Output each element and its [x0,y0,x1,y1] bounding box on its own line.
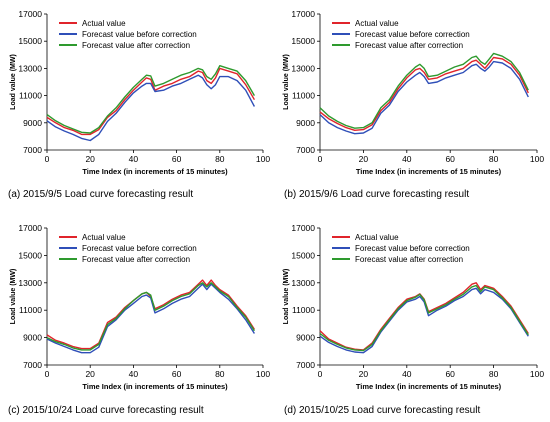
y-tick-label: 7000 [23,360,42,370]
y-tick-label: 17000 [291,9,315,19]
y-axis-title: Load value (MW) [10,54,17,110]
x-tick-label: 80 [215,154,225,164]
series-line-after-correction [46,65,256,134]
x-tick-label: 20 [359,369,369,379]
series-line-actual [46,279,255,350]
y-axis-title: Load value (MW) [10,269,17,325]
y-tick-label: 11000 [292,305,315,315]
y-tick-label: 15000 [291,250,315,260]
legend-label: Forecast value before correction [82,244,197,253]
x-tick-label: 80 [489,369,499,379]
x-tick-label: 60 [172,369,182,379]
chart-panel-c: 0 20 40 60 80 100 7000 9000 11000 13000 15000 17000… [8,223,270,416]
y-tick-label: 13000 [291,278,315,288]
x-axis-title: Time Index (in increments of 15 minutes) [82,382,228,391]
x-tick-label: 40 [129,369,139,379]
x-tick-label: 60 [445,369,455,379]
legend-label: Forecast value after correction [355,255,463,264]
chart-panel-a: 0 20 40 60 80 100 7000 9000 11000 13000 15000 17000… [8,9,270,200]
x-tick-label: 100 [530,154,544,164]
panel-caption: (c) 2015/10/24 Load curve forecasting re… [8,405,204,416]
series-line-actual [319,56,529,131]
y-axis-title: Load value (MW) [283,54,290,110]
legend-label: Forecast value before correction [355,30,470,39]
chart-panel-d: 0 20 40 60 80 100 7000 9000 11000 13000 15000 17000… [283,223,544,416]
legend-label: Actual value [355,19,399,28]
y-tick-label: 13000 [291,63,315,73]
legend-label: Actual value [355,233,399,242]
y-tick-label: 17000 [18,223,42,233]
chart-panel-b: 0 20 40 60 80 100 7000 9000 11000 13000 15000 17000… [283,9,544,200]
x-tick-label: 20 [85,369,95,379]
x-tick-label: 100 [530,369,544,379]
legend-label: Forecast value before correction [82,30,197,39]
series-line-after-correction [46,282,255,351]
y-tick-label: 11000 [19,91,42,101]
legend-label: Forecast value before correction [355,244,470,253]
x-tick-label: 40 [402,154,412,164]
x-tick-label: 100 [256,154,270,164]
y-axis-title: Load value (MW) [283,269,290,325]
y-tick-label: 13000 [18,278,42,288]
y-tick-label: 17000 [18,9,42,19]
y-tick-label: 9000 [296,118,315,128]
x-tick-label: 0 [318,369,323,379]
y-tick-label: 15000 [291,36,315,46]
legend-label: Forecast value after correction [82,41,190,50]
x-tick-label: 0 [45,154,50,164]
y-tick-label: 11000 [19,305,42,315]
y-tick-label: 11000 [292,91,315,101]
x-tick-label: 20 [359,154,369,164]
legend-label: Forecast value after correction [355,41,463,50]
legend-label: Actual value [82,19,126,28]
y-tick-label: 7000 [296,360,315,370]
x-axis-title: Time Index (in increments of 15 minutes) [356,167,502,176]
y-tick-label: 7000 [296,145,315,155]
x-axis-title: Time Index (in increments of 15 minutes) [82,167,228,176]
x-tick-label: 0 [318,154,323,164]
series-line-after-correction [319,52,529,129]
series-line-after-correction [319,284,529,352]
x-tick-label: 40 [129,154,139,164]
y-tick-label: 15000 [18,250,42,260]
x-tick-label: 40 [402,369,412,379]
x-tick-label: 80 [489,154,499,164]
panel-caption: (a) 2015/9/5 Load curve forecasting resu… [8,189,193,200]
x-tick-label: 100 [256,369,270,379]
y-tick-label: 9000 [23,118,42,128]
y-tick-label: 15000 [18,36,42,46]
legend-label: Forecast value after correction [82,255,190,264]
series-line-before-correction [46,283,255,354]
x-tick-label: 60 [172,154,182,164]
x-tick-label: 60 [445,154,455,164]
y-tick-label: 13000 [18,63,42,73]
x-tick-label: 20 [85,154,95,164]
x-tick-label: 0 [45,369,50,379]
series-line-before-correction [319,60,529,135]
x-axis-title: Time Index (in increments of 15 minutes) [356,382,502,391]
y-tick-label: 17000 [291,223,315,233]
series-line-actual [46,67,256,136]
panel-caption: (b) 2015/9/6 Load curve forecasting resu… [284,189,469,200]
y-tick-label: 7000 [23,145,42,155]
x-tick-label: 80 [215,369,225,379]
panel-caption: (d) 2015/10/25 Load curve forecasting re… [284,405,480,416]
y-tick-label: 9000 [23,333,42,343]
series-line-before-correction [46,74,256,142]
y-tick-label: 9000 [296,333,315,343]
series-line-before-correction [319,287,529,354]
legend-label: Actual value [82,233,126,242]
